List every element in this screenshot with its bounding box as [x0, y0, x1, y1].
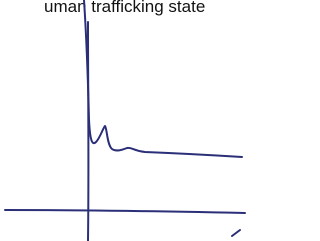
horizontal-axis [5, 210, 245, 213]
sketch: uman trafficking state [0, 0, 250, 241]
page: {"caption": {"text": "uman trafficking s… [0, 0, 250, 241]
stroke-mark [232, 230, 240, 236]
caption: uman trafficking state [44, 0, 205, 16]
sketch-curve [84, 0, 242, 157]
